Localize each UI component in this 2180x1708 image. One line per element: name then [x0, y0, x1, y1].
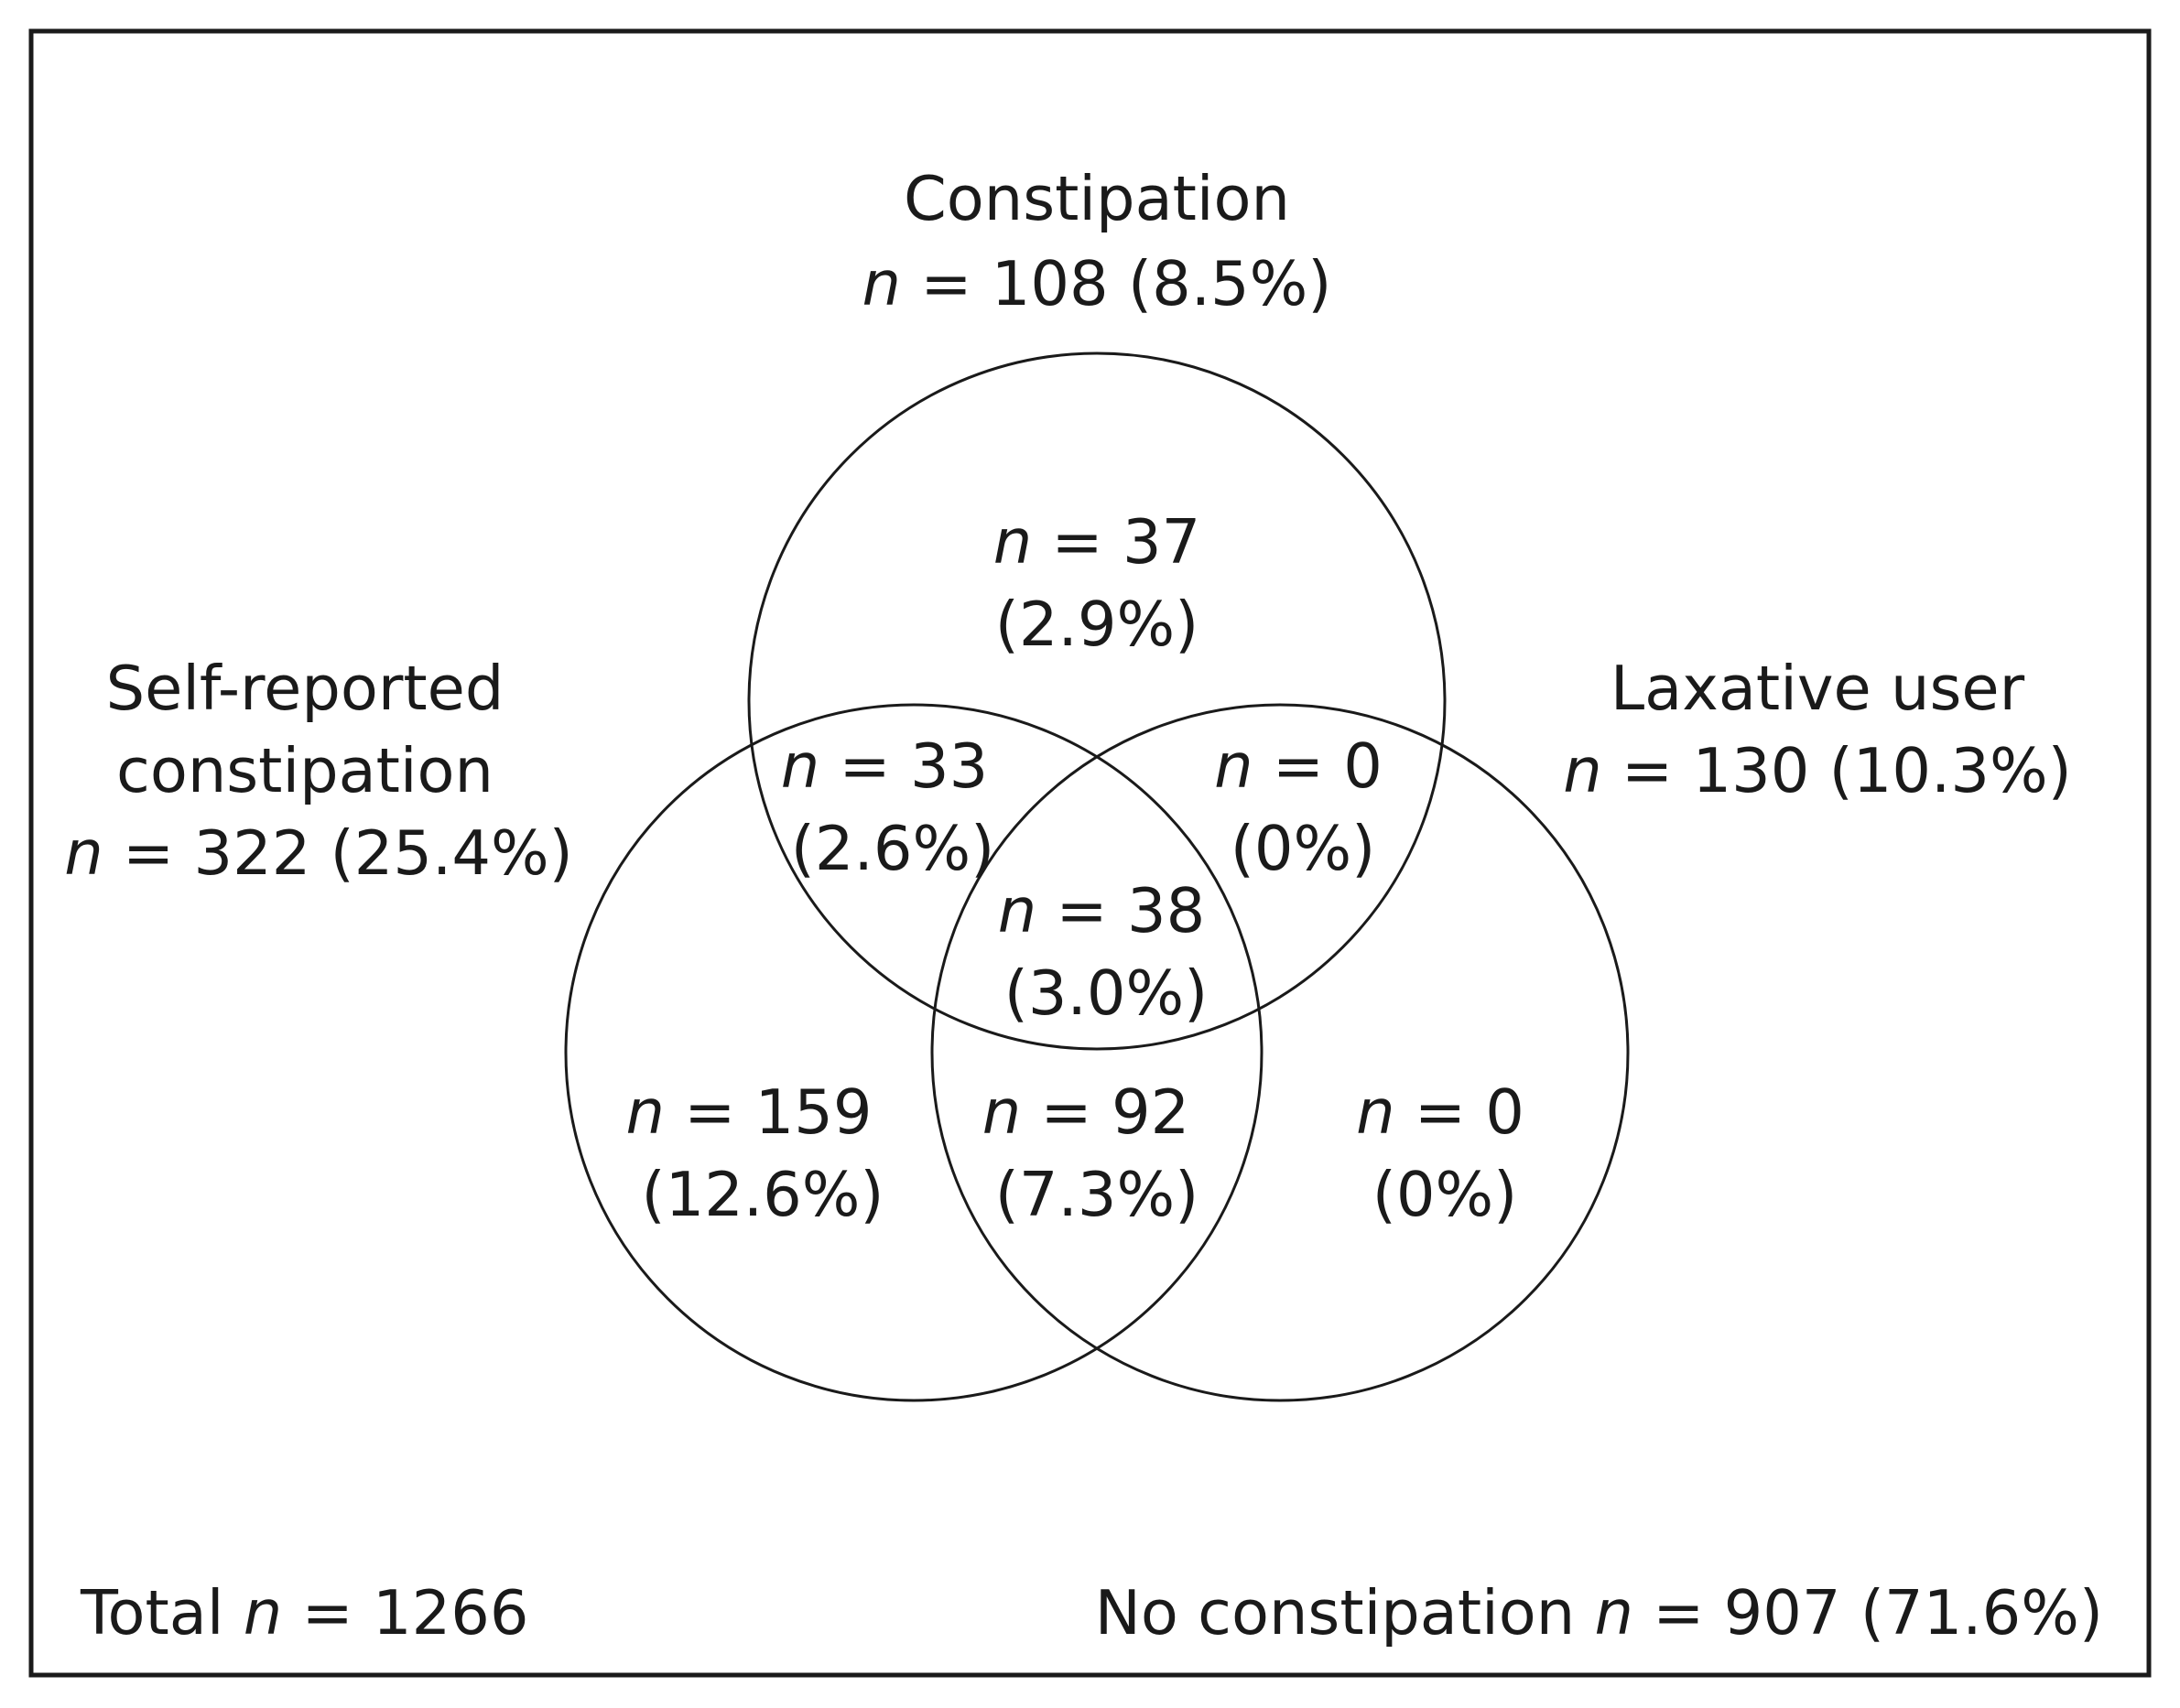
figure-frame [28, 28, 2152, 1678]
region-constipation-only-count: n = 37 [993, 506, 1200, 578]
laxative-circle [930, 703, 1630, 1402]
no-constipation-label: No constipation n = 907 (71.6%) [1095, 1577, 2103, 1649]
region-constipation-only-pct: (2.9%) [995, 589, 1199, 660]
region-all-three-count: n = 38 [998, 875, 1205, 946]
region-constipation-laxative-count: n = 0 [1214, 730, 1383, 802]
laxative-title: Laxative user [1611, 653, 2025, 724]
laxative-total: n = 130 (10.3%) [1563, 735, 2072, 806]
region-self-only-pct: (12.6%) [641, 1159, 884, 1230]
region-self-only-count: n = 159 [625, 1076, 872, 1148]
constipation-title: Constipation [904, 163, 1290, 234]
region-laxative-only-count: n = 0 [1356, 1076, 1524, 1148]
self-reported-title-line1: Self-reported [106, 653, 504, 724]
region-all-three-pct: (3.0%) [1004, 957, 1209, 1029]
self-reported-total: n = 322 (25.4%) [64, 817, 573, 889]
constipation-circle [747, 351, 1447, 1051]
region-self-laxative-count: n = 92 [982, 1076, 1189, 1148]
region-constipation-self-pct: (2.6%) [791, 813, 995, 884]
self-reported-title-line2: constipation [116, 735, 493, 806]
constipation-total: n = 108 (8.5%) [862, 248, 1332, 319]
region-self-laxative-pct: (7.3%) [995, 1159, 1199, 1230]
self-reported-circle [564, 703, 1264, 1402]
region-constipation-self-count: n = 33 [781, 730, 988, 802]
total-label: Total n = 1266 [80, 1577, 529, 1649]
region-laxative-only-pct: (0%) [1372, 1159, 1518, 1230]
region-constipation-laxative-pct: (0%) [1231, 813, 1376, 884]
